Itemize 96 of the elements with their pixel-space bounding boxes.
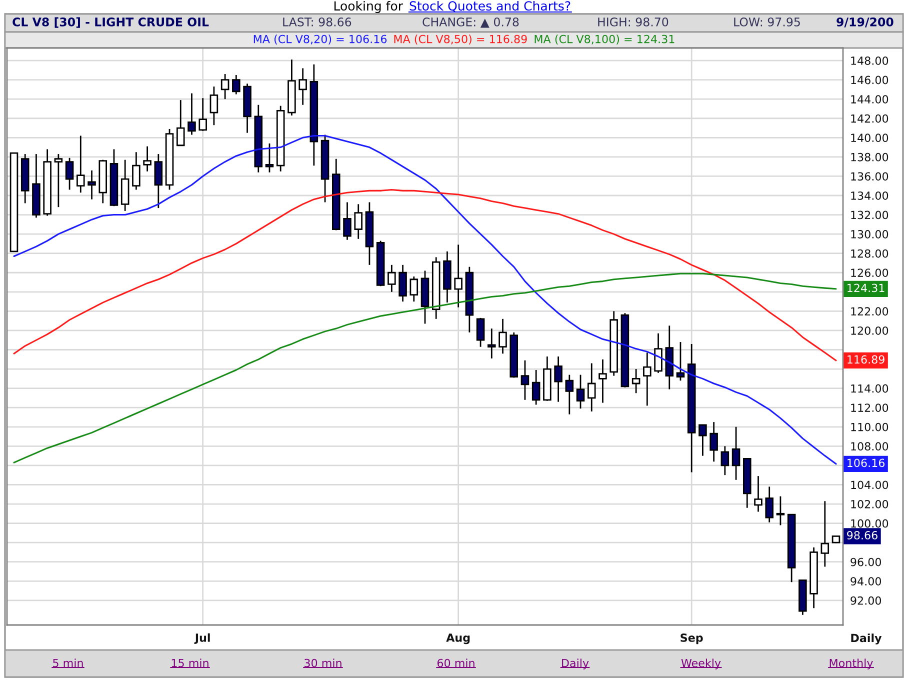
line-series <box>13 272 837 464</box>
candlestick <box>176 99 185 146</box>
candlestick <box>820 500 830 568</box>
y-tick-label: 144.00 <box>851 95 888 104</box>
candlestick <box>188 92 196 136</box>
text: 9/19/200 <box>836 17 894 28</box>
candlestick <box>343 202 352 241</box>
annotation: 98.66 <box>847 531 878 540</box>
candlestick <box>232 74 240 95</box>
candlestick <box>354 203 362 240</box>
candlestick <box>220 73 230 100</box>
candlestick <box>565 374 574 416</box>
y-tick-label: 138.00 <box>851 152 888 162</box>
x-tick-label: Jul <box>194 633 210 644</box>
candlestick <box>654 332 662 374</box>
candlestick <box>88 170 96 200</box>
text: Daily <box>562 658 589 670</box>
y-tick-label: 130.00 <box>851 230 888 238</box>
y-tick-label: 112.00 <box>851 404 888 412</box>
candlestick <box>587 362 596 412</box>
candlestick <box>65 157 74 190</box>
candlestick <box>298 68 307 106</box>
y-tick-label: 122.00 <box>851 307 888 316</box>
candlestick <box>776 496 785 526</box>
data-label: 124.31 <box>848 284 884 292</box>
y-tick-label: 120.00 <box>851 326 888 335</box>
candlestick <box>576 374 585 410</box>
text: LAST: 98.66 <box>283 17 352 26</box>
y-tick-label: 134.00 <box>851 191 888 200</box>
y-tick-label: 100.00 <box>851 519 888 528</box>
y-tick-label: 140.00 <box>851 134 888 142</box>
text: Looking for <box>334 0 403 14</box>
candlestick <box>210 86 218 126</box>
y-tick-label: 126.00 <box>851 268 888 278</box>
candlestick <box>143 146 152 172</box>
candlestick <box>710 421 718 462</box>
y-tick-label: 102.00 <box>851 500 888 508</box>
y-tick-label: 136.00 <box>851 172 888 181</box>
y-tick-label: 148.00 <box>851 56 888 65</box>
candlestick <box>676 341 685 382</box>
text: 5 min <box>53 658 83 668</box>
candlestick <box>154 153 163 209</box>
candlestick <box>643 352 652 406</box>
y-tick-label: 142.00 <box>851 114 888 123</box>
candlestick <box>54 153 63 208</box>
line-series <box>13 188 837 362</box>
text: LOW: 97.95 <box>734 17 800 26</box>
y-tick-label: 94.00 <box>850 577 882 586</box>
candlestick <box>454 244 462 308</box>
candlestick <box>76 135 85 194</box>
text: CHANGE: ▲ 0.78 <box>422 17 519 28</box>
candlestick <box>765 486 774 524</box>
candlestick <box>720 445 730 476</box>
candlestick <box>410 276 418 302</box>
y-tick-label: 146.00 <box>851 76 888 84</box>
candlestick <box>732 426 740 481</box>
candlestick <box>598 358 607 404</box>
candlestick <box>388 264 396 293</box>
candlestick <box>698 424 707 456</box>
candlestick <box>554 356 562 403</box>
candlestick <box>488 328 496 360</box>
text: MA (CL V8,50) = 116.89 <box>394 34 527 45</box>
chart-title: CL V8 [30] - LIGHT CRUDE OIL <box>12 17 209 28</box>
data-label: 116.89 <box>848 355 884 364</box>
candlestick <box>132 151 140 190</box>
candlestick <box>398 264 407 302</box>
text: MA (CL V8,20) = 106.16 <box>254 34 387 45</box>
line-series <box>13 134 837 465</box>
x-axis-title: Daily <box>851 634 882 644</box>
candlestick <box>632 368 640 394</box>
text: Weekly <box>681 658 721 670</box>
text: 30 min <box>304 658 342 668</box>
y-tick-label: 92.00 <box>850 596 882 605</box>
y-tick-label: 110.00 <box>851 422 888 432</box>
candlestick <box>476 317 485 348</box>
candlestick <box>520 360 530 401</box>
text: Stock Quotes and Charts? <box>410 0 570 12</box>
y-tick-label: 104.00 <box>851 480 888 490</box>
y-tick-label: 132.00 <box>851 210 888 220</box>
candlestick <box>265 142 274 174</box>
text: 60 min <box>437 658 474 668</box>
y-tick-label: 108.00 <box>851 442 888 451</box>
text: 15 min <box>172 658 208 668</box>
y-tick-label: 128.00 <box>851 249 888 258</box>
candlestick <box>532 369 540 406</box>
text: MA (CL V8,100) = 124.31 <box>534 34 674 45</box>
candlestick <box>754 475 762 512</box>
candlestick <box>498 318 507 354</box>
data-label: 106.16 <box>848 458 885 468</box>
y-tick-label: 114.00 <box>851 384 888 393</box>
candlestick <box>198 97 207 132</box>
x-tick-label: Aug <box>446 634 470 644</box>
text: Monthly <box>830 658 873 670</box>
x-tick-label: Sep <box>680 634 703 644</box>
y-tick-label: 96.00 <box>850 558 882 566</box>
text: HIGH: 98.70 <box>598 17 668 26</box>
